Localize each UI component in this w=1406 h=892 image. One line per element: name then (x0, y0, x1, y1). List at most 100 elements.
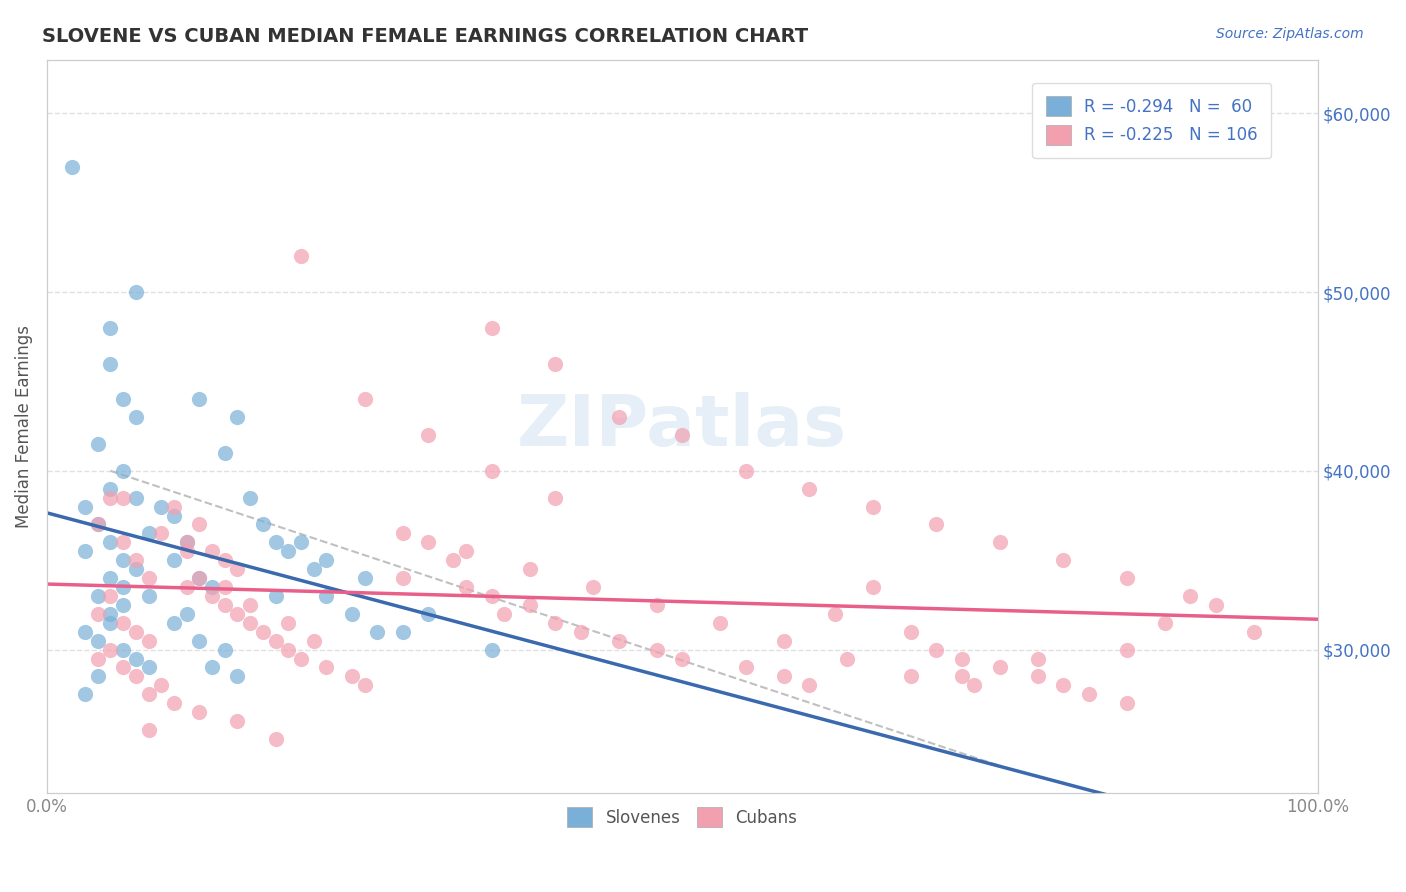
Point (1116, 696, 1139, 710)
Point (176, 535, 198, 549)
Point (1077, 687, 1099, 701)
Point (163, 553, 186, 567)
Point (290, 535, 312, 549)
Point (100, 535, 122, 549)
Point (138, 687, 160, 701)
Text: ZIPatlas: ZIPatlas (517, 392, 848, 460)
Point (671, 428, 693, 442)
Point (481, 464, 503, 478)
Point (226, 410, 249, 425)
Point (416, 607, 439, 621)
Point (214, 598, 236, 612)
Point (481, 320, 503, 334)
Point (239, 598, 262, 612)
Point (569, 624, 592, 639)
Point (188, 705, 211, 719)
Point (1116, 571, 1139, 585)
Point (125, 553, 148, 567)
Point (443, 553, 465, 567)
Point (86, 651, 108, 665)
Point (188, 571, 211, 585)
Point (176, 580, 198, 594)
Point (950, 669, 973, 683)
Point (799, 678, 821, 692)
Point (60, 160, 83, 174)
Point (100, 320, 122, 334)
Point (239, 491, 262, 505)
Point (226, 714, 249, 728)
Point (112, 535, 135, 549)
Point (544, 615, 567, 630)
Point (112, 553, 135, 567)
Point (988, 660, 1011, 674)
Point (645, 598, 668, 612)
Point (340, 669, 363, 683)
Point (252, 624, 274, 639)
Point (900, 669, 922, 683)
Point (900, 624, 922, 639)
Point (988, 535, 1011, 549)
Point (100, 491, 122, 505)
Point (138, 633, 160, 648)
Point (112, 598, 135, 612)
Point (214, 580, 236, 594)
Text: Source: ZipAtlas.com: Source: ZipAtlas.com (1216, 27, 1364, 41)
Point (925, 517, 948, 532)
Point (264, 535, 287, 549)
Point (226, 562, 249, 576)
Point (226, 669, 249, 683)
Point (73, 500, 96, 514)
Point (862, 580, 884, 594)
Point (494, 607, 516, 621)
Point (138, 660, 160, 674)
Point (188, 392, 211, 407)
Point (416, 428, 439, 442)
Point (925, 642, 948, 657)
Point (481, 589, 503, 603)
Point (138, 589, 160, 603)
Point (519, 562, 541, 576)
Point (201, 589, 224, 603)
Point (176, 535, 198, 549)
Point (773, 633, 796, 648)
Point (188, 517, 211, 532)
Point (100, 482, 122, 496)
Point (86, 589, 108, 603)
Point (125, 285, 148, 299)
Point (353, 571, 375, 585)
Point (112, 615, 135, 630)
Point (1026, 651, 1049, 665)
Point (112, 392, 135, 407)
Point (824, 607, 846, 621)
Point (112, 464, 135, 478)
Point (188, 571, 211, 585)
Legend: Slovenes, Cubans: Slovenes, Cubans (558, 798, 806, 836)
Point (671, 651, 693, 665)
Point (150, 678, 173, 692)
Point (391, 571, 413, 585)
Point (138, 571, 160, 585)
Point (100, 607, 122, 621)
Point (214, 642, 236, 657)
Point (315, 660, 337, 674)
Point (862, 500, 884, 514)
Point (86, 633, 108, 648)
Point (125, 651, 148, 665)
Point (252, 517, 274, 532)
Point (734, 660, 756, 674)
Point (456, 580, 478, 594)
Point (264, 589, 287, 603)
Point (150, 500, 173, 514)
Point (799, 482, 821, 496)
Point (1205, 598, 1227, 612)
Point (176, 544, 198, 558)
Point (456, 544, 478, 558)
Point (607, 410, 630, 425)
Point (481, 642, 503, 657)
Point (773, 669, 796, 683)
Point (86, 517, 108, 532)
Point (138, 526, 160, 541)
Point (1116, 642, 1139, 657)
Point (163, 500, 186, 514)
Point (138, 723, 160, 737)
